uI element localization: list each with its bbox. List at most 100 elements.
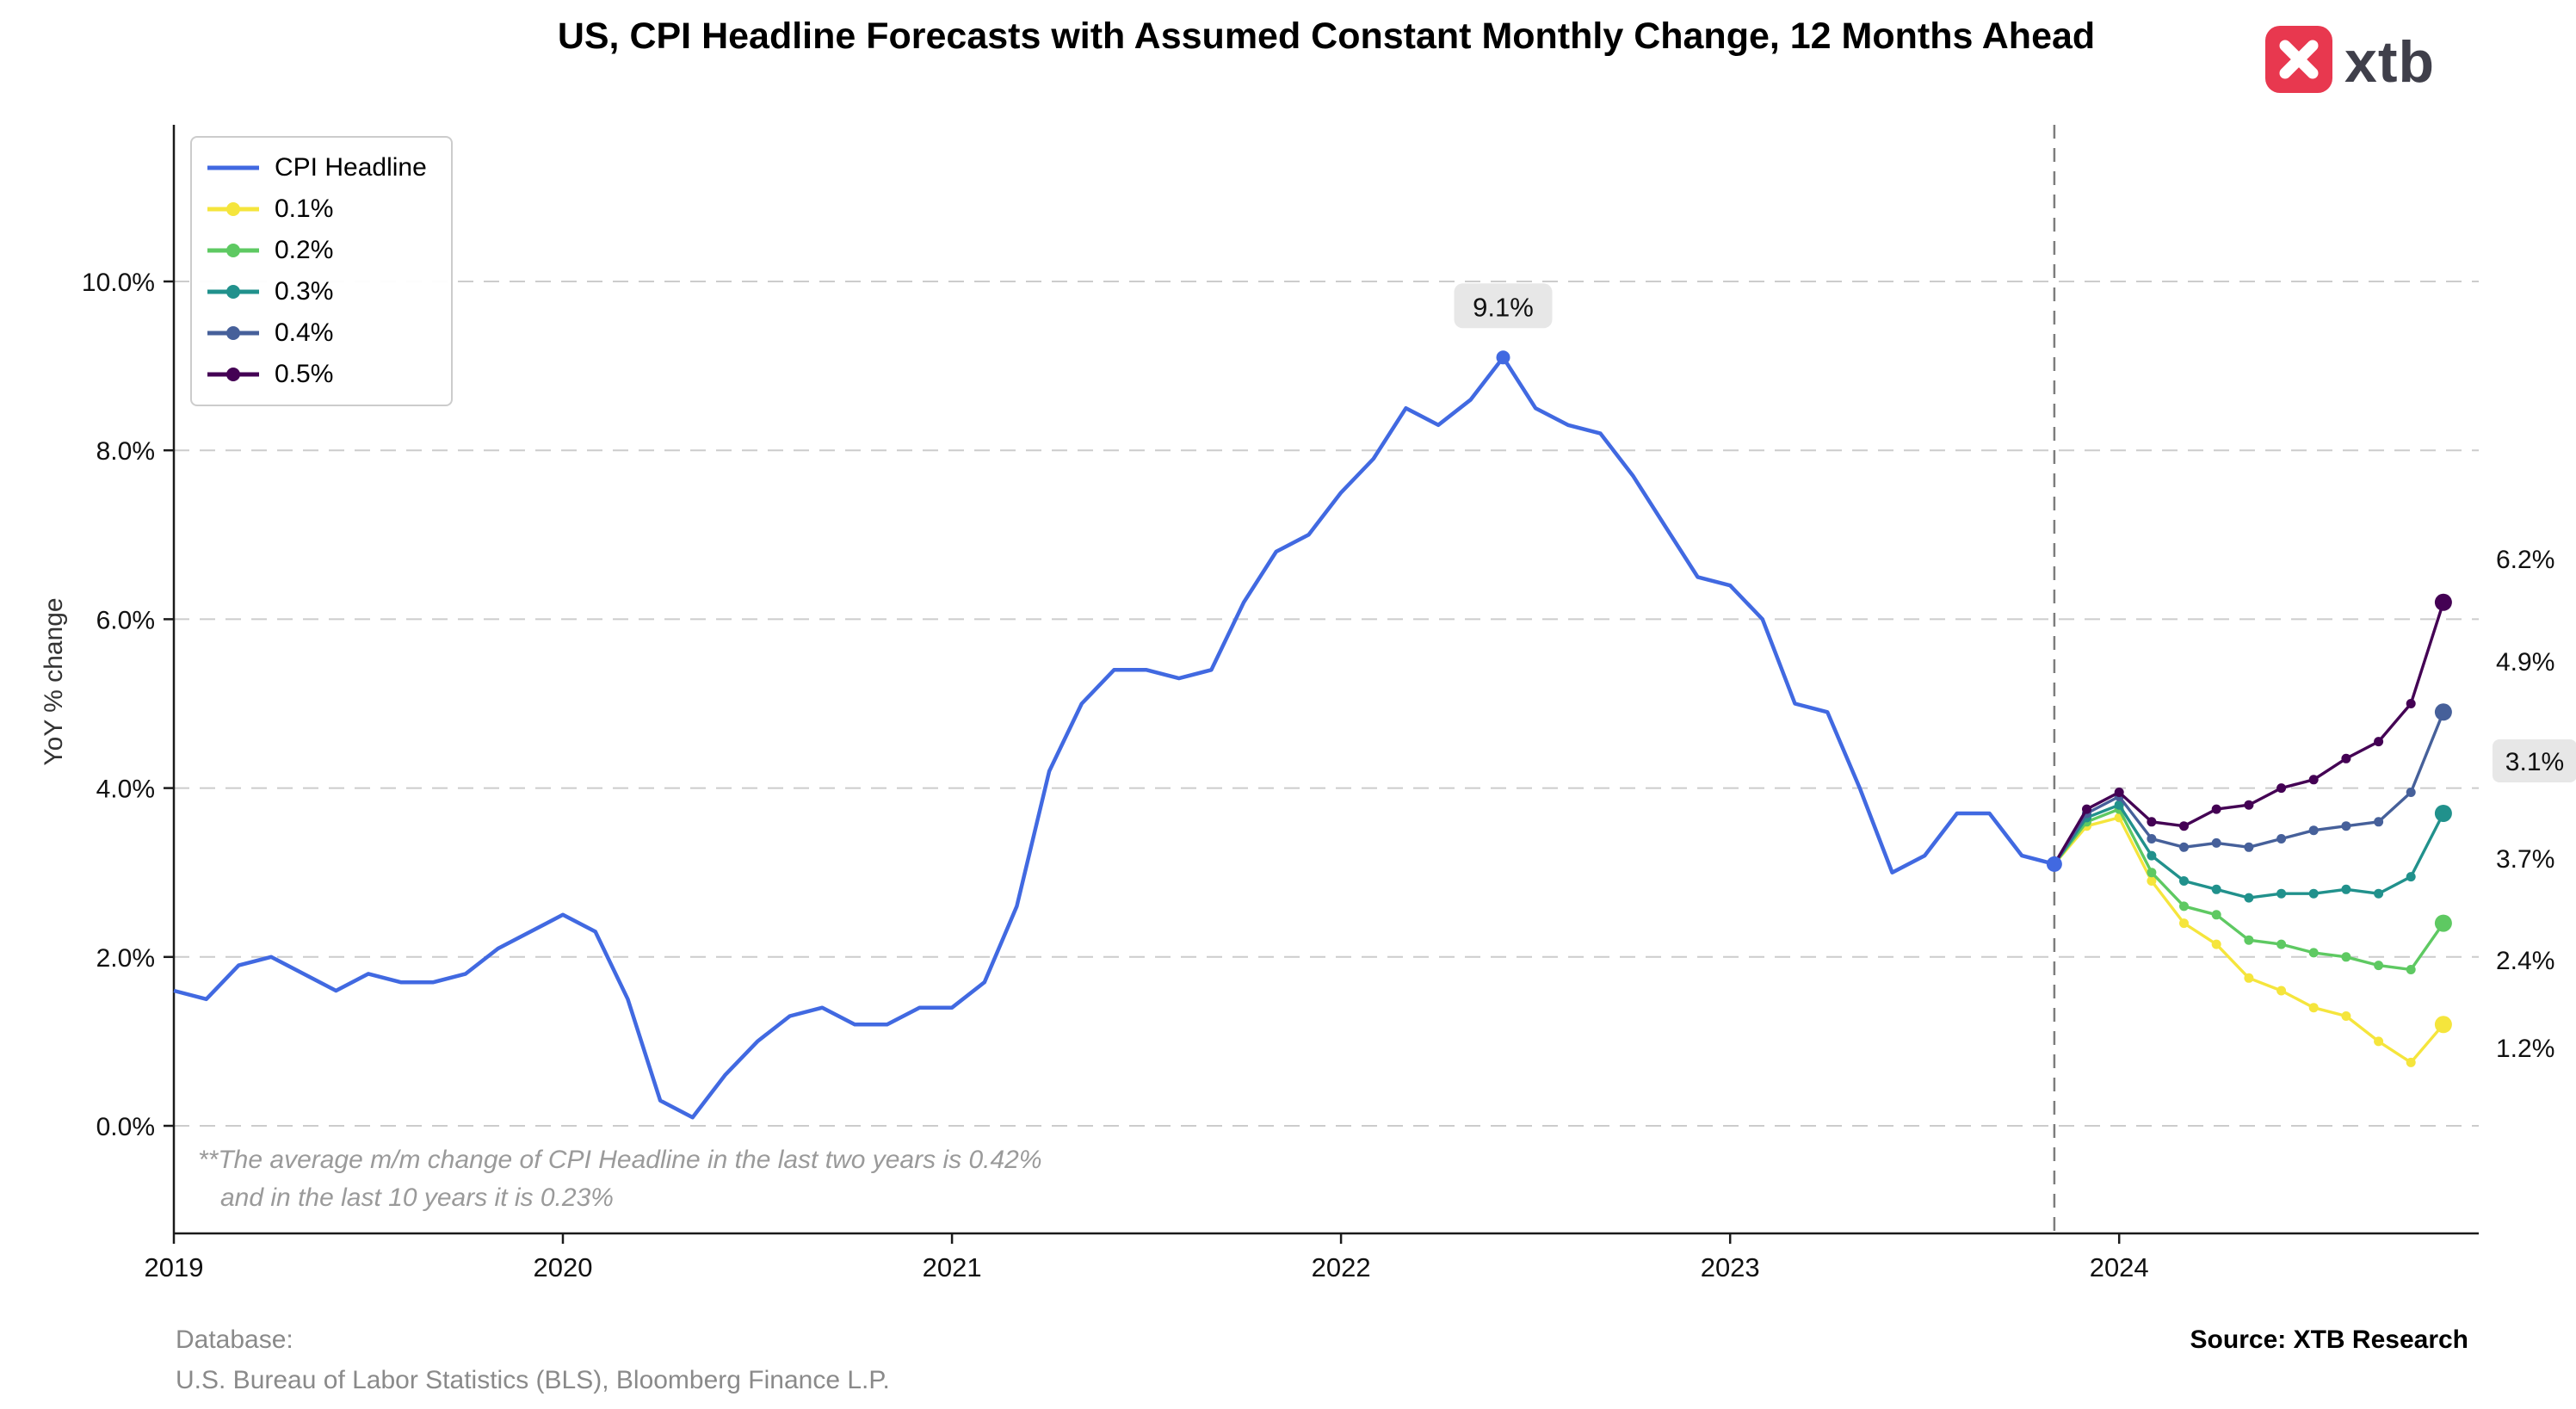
y-tick-label: 4.0% bbox=[96, 776, 155, 804]
x-tick-label: 2024 bbox=[2090, 1252, 2149, 1282]
forecast-point-0.5% bbox=[2406, 699, 2416, 708]
latest-value-label: 3.1% bbox=[2505, 748, 2564, 776]
forecast-point-0.3% bbox=[2276, 888, 2287, 899]
forecast-point-0.3% bbox=[2406, 872, 2416, 882]
database-value: U.S. Bureau of Labor Statistics (BLS), B… bbox=[176, 1365, 890, 1394]
x-tick-label: 2020 bbox=[534, 1252, 593, 1282]
forecast-point-0.2% bbox=[2244, 935, 2254, 945]
database-note: Database: U.S. Bureau of Labor Statistic… bbox=[176, 1320, 890, 1400]
footnote-line-1: **The average m/m change of CPI Headline… bbox=[198, 1146, 1042, 1174]
x-tick-label: 2019 bbox=[145, 1252, 204, 1282]
peak-marker bbox=[1496, 350, 1510, 365]
forecast-point-0.2% bbox=[2179, 901, 2189, 912]
y-tick-label: 8.0% bbox=[96, 437, 155, 466]
forecast-point-0.1% bbox=[2308, 1003, 2319, 1013]
endpoint-label: 4.9% bbox=[2496, 648, 2554, 677]
forecast-point-0.3% bbox=[2179, 876, 2189, 886]
forecast-point-0.4% bbox=[2341, 821, 2351, 831]
peak-annotation-box bbox=[1454, 283, 1553, 329]
forecast-point-0.1% bbox=[2374, 1036, 2384, 1047]
peak-annotation-label: 9.1% bbox=[1473, 292, 1534, 322]
x-tick-label: 2021 bbox=[923, 1252, 982, 1282]
forecast-point-0.5% bbox=[2114, 788, 2124, 797]
y-tick-label: 6.0% bbox=[96, 606, 155, 634]
forecast-point-0.5% bbox=[2308, 775, 2319, 785]
forecast-endpoint-0.1% bbox=[2434, 1016, 2452, 1034]
forecast-point-0.5% bbox=[2147, 817, 2157, 827]
forecast-point-0.5% bbox=[2276, 783, 2287, 794]
xtb-logo: xtb bbox=[2265, 26, 2435, 97]
database-label: Database: bbox=[176, 1326, 293, 1354]
forecast-point-0.4% bbox=[2211, 837, 2221, 848]
chart-title: US, CPI Headline Forecasts with Assumed … bbox=[557, 15, 2096, 57]
legend-label: 0.4% bbox=[275, 318, 334, 347]
latest-value-marker bbox=[2046, 856, 2062, 872]
forecast-point-0.5% bbox=[2179, 821, 2189, 831]
forecast-endpoint-0.4% bbox=[2434, 703, 2452, 721]
legend-swatch bbox=[207, 326, 259, 340]
forecast-point-0.3% bbox=[2308, 888, 2319, 899]
forecast-point-0.3% bbox=[2211, 884, 2221, 894]
endpoint-label: 2.4% bbox=[2496, 947, 2554, 975]
legend-label: 0.3% bbox=[275, 277, 334, 306]
forecast-point-0.3% bbox=[2341, 884, 2351, 894]
forecast-point-0.4% bbox=[2406, 788, 2416, 797]
forecast-endpoint-0.5% bbox=[2434, 593, 2452, 611]
forecast-point-0.4% bbox=[2179, 842, 2189, 852]
cpi-headline-line bbox=[173, 355, 2055, 1120]
footnote-line-2: and in the last 10 years it is 0.23% bbox=[220, 1183, 614, 1212]
legend-label: 0.5% bbox=[275, 360, 334, 388]
forecast-point-0.5% bbox=[2341, 753, 2351, 763]
forecast-point-0.4% bbox=[2276, 834, 2287, 844]
forecast-point-0.2% bbox=[2211, 910, 2221, 920]
forecast-line-0.5% bbox=[2053, 602, 2445, 865]
forecast-point-0.2% bbox=[2276, 939, 2287, 949]
y-tick-label: 10.0% bbox=[82, 269, 155, 297]
legend-swatch bbox=[207, 368, 259, 381]
forecast-point-0.5% bbox=[2244, 800, 2254, 810]
endpoint-label: 1.2% bbox=[2496, 1035, 2554, 1063]
forecast-point-0.3% bbox=[2374, 888, 2384, 899]
x-tick-label: 2022 bbox=[1312, 1252, 1371, 1282]
forecast-point-0.1% bbox=[2406, 1057, 2416, 1067]
forecast-point-0.2% bbox=[2374, 961, 2384, 971]
forecast-point-0.4% bbox=[2374, 817, 2384, 827]
forecast-point-0.4% bbox=[2147, 834, 2157, 844]
forecast-point-0.3% bbox=[2147, 850, 2157, 861]
footnote: **The average m/m change of CPI Headline… bbox=[198, 1141, 1042, 1216]
forecast-point-0.3% bbox=[2244, 893, 2254, 903]
forecast-point-0.3% bbox=[2114, 800, 2124, 810]
endpoint-label: 6.2% bbox=[2496, 546, 2554, 574]
forecast-point-0.1% bbox=[2147, 876, 2157, 886]
legend-swatch bbox=[207, 285, 259, 299]
forecast-point-0.2% bbox=[2147, 868, 2157, 878]
legend-label: 0.1% bbox=[275, 195, 334, 223]
xtb-logo-text: xtb bbox=[2344, 28, 2435, 95]
endpoint-label: 3.7% bbox=[2496, 845, 2554, 874]
forecast-point-0.5% bbox=[2211, 804, 2221, 814]
legend-item: 0.1% bbox=[206, 189, 427, 229]
xtb-logo-icon bbox=[2265, 26, 2332, 97]
legend-label: CPI Headline bbox=[275, 153, 427, 182]
legend: CPI Headline 0.1% 0.2% 0.3% 0.4% 0.5% bbox=[190, 136, 453, 406]
legend-item: 0.2% bbox=[206, 231, 427, 270]
legend-swatch bbox=[207, 165, 259, 170]
forecast-point-0.1% bbox=[2276, 986, 2287, 996]
legend-item: 0.5% bbox=[206, 355, 427, 394]
latest-value-box bbox=[2493, 739, 2576, 782]
forecast-point-0.2% bbox=[2341, 952, 2351, 962]
x-tick-label: 2023 bbox=[1701, 1252, 1760, 1282]
forecast-point-0.5% bbox=[2082, 804, 2091, 814]
source-note: Source: XTB Research bbox=[2190, 1326, 2468, 1354]
legend-label: 0.2% bbox=[275, 236, 334, 264]
forecast-point-0.1% bbox=[2341, 1011, 2351, 1021]
forecast-point-0.2% bbox=[2406, 965, 2416, 974]
legend-swatch bbox=[207, 244, 259, 257]
legend-item: 0.4% bbox=[206, 313, 427, 353]
forecast-endpoint-0.2% bbox=[2434, 914, 2452, 932]
forecast-endpoint-0.3% bbox=[2434, 805, 2452, 822]
legend-item: CPI Headline bbox=[206, 148, 427, 188]
forecast-point-0.1% bbox=[2179, 918, 2189, 929]
legend-swatch bbox=[207, 202, 259, 216]
